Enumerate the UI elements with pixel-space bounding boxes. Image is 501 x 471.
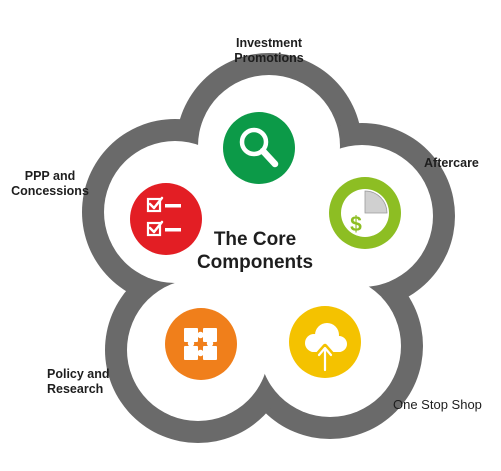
- magnifier-icon: [239, 127, 279, 168]
- pie-dollar-icon: $: [350, 190, 388, 236]
- label-policy-research: Policy and Research: [47, 367, 110, 396]
- cloud-upload-icon: [305, 323, 347, 372]
- checklist-icon: [146, 196, 181, 237]
- label-aftercare: Aftercare: [424, 156, 479, 170]
- center-title-line1: The Core: [213, 229, 297, 250]
- puzzle-icon: [184, 328, 217, 360]
- label-investment-promotions: Investment Promotions: [234, 36, 304, 65]
- investment-promotions-node: [223, 112, 295, 184]
- one-stop-shop-node: [289, 306, 361, 378]
- center-title: The Core Components: [190, 228, 320, 274]
- svg-text:$: $: [350, 213, 362, 236]
- aftercare-node: $: [329, 177, 401, 249]
- label-ppp-concessions: PPP and Concessions: [11, 169, 89, 198]
- ppp-concessions-node: [130, 183, 202, 255]
- policy-research-node: [165, 308, 237, 380]
- label-one-stop-shop: One Stop Shop: [393, 397, 482, 412]
- center-title-line2: Components: [196, 252, 314, 273]
